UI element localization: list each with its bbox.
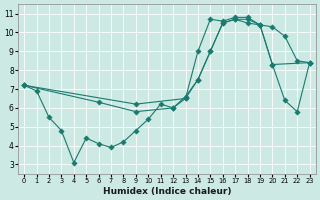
X-axis label: Humidex (Indice chaleur): Humidex (Indice chaleur) [103, 187, 231, 196]
